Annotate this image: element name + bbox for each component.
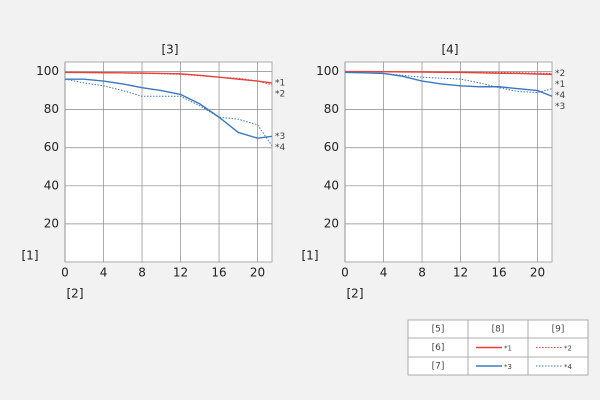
x-tick-label: 12 (173, 266, 188, 280)
y-axis-label: [1] (302, 249, 319, 263)
x-tick-label: 20 (250, 266, 265, 280)
x-tick-label: 4 (380, 266, 388, 280)
y-tick-label: 40 (44, 178, 59, 192)
series-line (64, 71, 273, 86)
x-axis-label: [2] (347, 287, 364, 301)
legend-row-label: [7] (432, 362, 445, 372)
legend-header: [9] (552, 325, 565, 335)
x-tick-label: 8 (418, 266, 426, 280)
y-tick-label: 60 (324, 140, 339, 154)
x-tick-label: 20 (530, 266, 545, 280)
plot-area (64, 61, 273, 263)
legend-label: *1 (504, 345, 512, 353)
x-tick-label: 16 (491, 266, 506, 280)
y-axis-label: [1] (22, 249, 39, 263)
x-tick-label: 12 (453, 266, 468, 280)
legend-label: *4 (564, 363, 573, 371)
series-line (344, 71, 553, 97)
y-tick-label: 20 (44, 216, 59, 230)
chart-title: [3] (162, 43, 179, 57)
x-tick-label: 0 (341, 266, 349, 280)
x-tick-label: 16 (211, 266, 226, 280)
series-end-label: *3 (275, 132, 285, 142)
series-end-label: *4 (275, 143, 286, 153)
y-tick-label: 100 (36, 64, 59, 78)
series-end-label: *1 (555, 80, 565, 90)
series-line (345, 71, 553, 74)
series-end-label: *2 (555, 69, 565, 79)
legend-header: [5] (432, 325, 445, 335)
y-tick-label: 100 (316, 64, 339, 78)
series-line (65, 78, 273, 139)
chart-title: [4] (442, 43, 459, 57)
legend-header: [8] (492, 325, 505, 335)
y-tick-label: 80 (44, 102, 59, 116)
legend-row-label: [6] (432, 343, 445, 353)
series-end-label: *1 (275, 78, 285, 88)
legend-label: *2 (564, 345, 572, 353)
series-line (64, 78, 273, 147)
legend-table: [5] [8] [9] [6] *1 *2 [7] *3 *4 (407, 319, 589, 376)
y-tick-label: 80 (324, 102, 339, 116)
plot-area (344, 61, 553, 263)
legend-label: *3 (504, 363, 512, 371)
x-axis-label: [2] (67, 287, 84, 301)
x-tick-label: 0 (61, 266, 69, 280)
series-end-label: *2 (275, 89, 285, 99)
series-end-label: *4 (555, 91, 566, 101)
y-tick-label: 40 (324, 178, 339, 192)
series-line (344, 71, 553, 93)
y-tick-label: 20 (324, 216, 339, 230)
x-tick-label: 4 (100, 266, 108, 280)
y-tick-label: 60 (44, 140, 59, 154)
series-end-label: *3 (555, 102, 565, 112)
x-tick-label: 8 (138, 266, 146, 280)
